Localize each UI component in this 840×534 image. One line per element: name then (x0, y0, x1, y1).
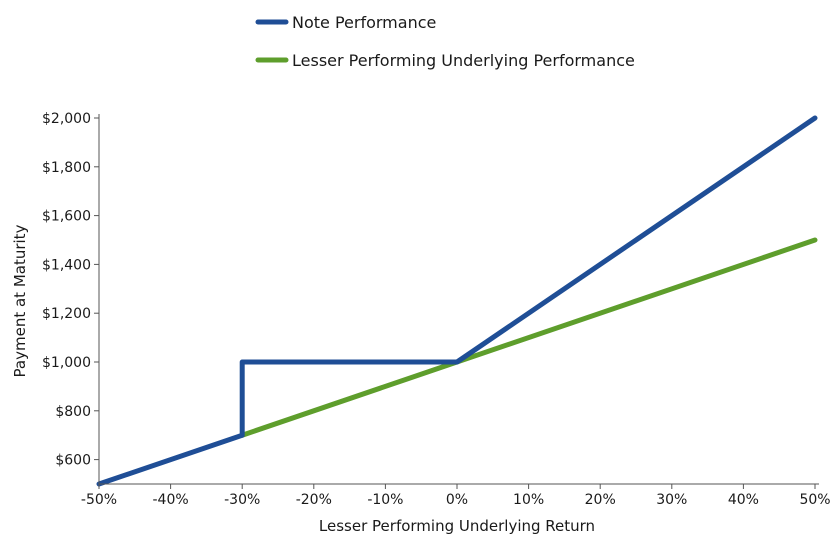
y-tick-label: $800 (55, 404, 91, 420)
x-axis-ticks: -50% -40% -30% -20% -10% 0% 10% 20% 30% 40% 50% (81, 484, 831, 508)
y-tick-label: $1,800 (42, 160, 91, 176)
x-tick-label: 40% (728, 492, 759, 508)
series-layer (96, 115, 818, 487)
x-tick-label: -30% (224, 492, 260, 508)
legend: Note Performance Lesser Performing Underl… (255, 13, 635, 70)
x-tick-label: -10% (367, 492, 403, 508)
legend-label: Note Performance (292, 13, 436, 32)
series-line-lesser-performing-underlying-performance (239, 237, 818, 438)
x-tick-label: 20% (585, 492, 616, 508)
y-axis-title: Payment at Maturity (11, 224, 29, 377)
y-tick-label: $1,200 (42, 306, 91, 322)
x-tick-label: -50% (81, 492, 117, 508)
x-tick-label: 30% (656, 492, 687, 508)
y-tick-label: $1,400 (42, 257, 91, 273)
x-tick-label: 0% (446, 492, 468, 508)
y-tick-label: $1,600 (42, 209, 91, 225)
x-axis-title: Lesser Performing Underlying Return (319, 517, 595, 534)
series-line-note-performance (96, 115, 818, 487)
x-tick-label: -20% (296, 492, 332, 508)
y-tick-label: $1,000 (42, 355, 91, 371)
x-tick-label: 50% (799, 492, 830, 508)
y-axis-ticks: $600 $800 $1,000 $1,200 $1,400 $1,600 $1,800 $2… (42, 111, 99, 469)
y-tick-label: $2,000 (42, 111, 91, 127)
x-tick-label: -40% (153, 492, 189, 508)
y-tick-label: $600 (55, 453, 91, 469)
legend-label: Lesser Performing Underlying Performance (292, 51, 635, 70)
x-tick-label: 10% (513, 492, 544, 508)
